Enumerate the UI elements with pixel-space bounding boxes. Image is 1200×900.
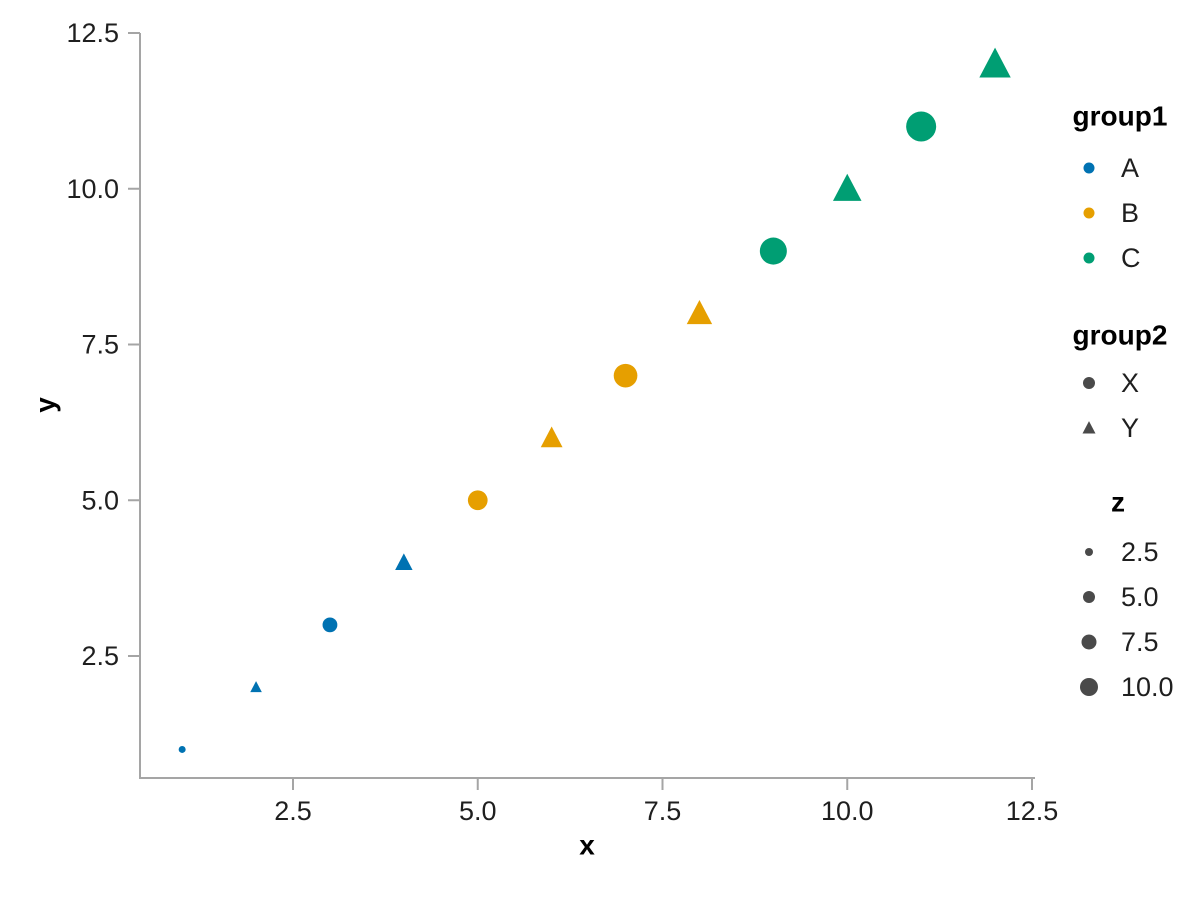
data-point-triangle (250, 681, 262, 693)
legend-z-label: 7.5 (1121, 627, 1159, 657)
legend-group2-label: X (1121, 368, 1139, 398)
y-tick-label: 10.0 (66, 174, 119, 204)
data-point-circle (322, 617, 338, 633)
legend-group2-label: Y (1121, 413, 1139, 443)
data-point-triangle (832, 173, 862, 201)
data-point-circle (759, 237, 787, 265)
legend-z-marker (1085, 548, 1093, 556)
legend-z-label: 10.0 (1121, 672, 1174, 702)
x-axis-title: x (579, 830, 595, 861)
data-point-triangle (540, 426, 563, 448)
legend-group1-label: A (1121, 153, 1139, 183)
y-tick-label: 5.0 (81, 485, 119, 515)
data-point-triangle (979, 47, 1011, 78)
legend-group1-marker (1083, 162, 1095, 174)
x-tick-label: 10.0 (821, 796, 874, 826)
legend-z-label: 5.0 (1121, 582, 1159, 612)
data-points-layer (178, 47, 1011, 753)
y-tick-label: 12.5 (66, 18, 119, 48)
legend-group2-marker (1083, 377, 1095, 389)
y-axis-title: y (30, 397, 61, 413)
axes-layer: 2.5 5.0 7.5 10.0 12.5 2.5 5.0 7.5 10.0 12.5 (66, 18, 1058, 826)
data-point-circle (906, 111, 937, 142)
legend-z-marker (1081, 634, 1097, 650)
legend-z-label: 2.5 (1121, 537, 1159, 567)
x-tick-label: 12.5 (1006, 796, 1059, 826)
data-point-circle (467, 490, 488, 511)
x-tick-label: 7.5 (644, 796, 682, 826)
y-tick-label: 2.5 (81, 641, 119, 671)
legend-group1-label: B (1121, 198, 1139, 228)
legend-group1-marker (1083, 252, 1095, 264)
legend-title-group1: group1 (1073, 101, 1168, 132)
data-point-triangle (395, 553, 413, 570)
x-tick-label: 5.0 (459, 796, 497, 826)
legend-group1-marker (1083, 207, 1095, 219)
legend: ABC XY 2.5 5.0 7.5 10.0 (1080, 153, 1174, 702)
data-point-circle (613, 363, 638, 388)
data-point-circle (178, 745, 186, 753)
legend-group1-label: C (1121, 243, 1141, 273)
x-tick-label: 2.5 (274, 796, 312, 826)
y-tick-label: 7.5 (81, 330, 119, 360)
legend-title-z: z (1111, 487, 1125, 518)
legend-group2-marker (1082, 421, 1096, 434)
data-point-triangle (686, 300, 713, 325)
legend-title-group2: group2 (1073, 320, 1168, 351)
legend-z-marker (1083, 591, 1095, 603)
legend-z-marker (1080, 678, 1098, 696)
